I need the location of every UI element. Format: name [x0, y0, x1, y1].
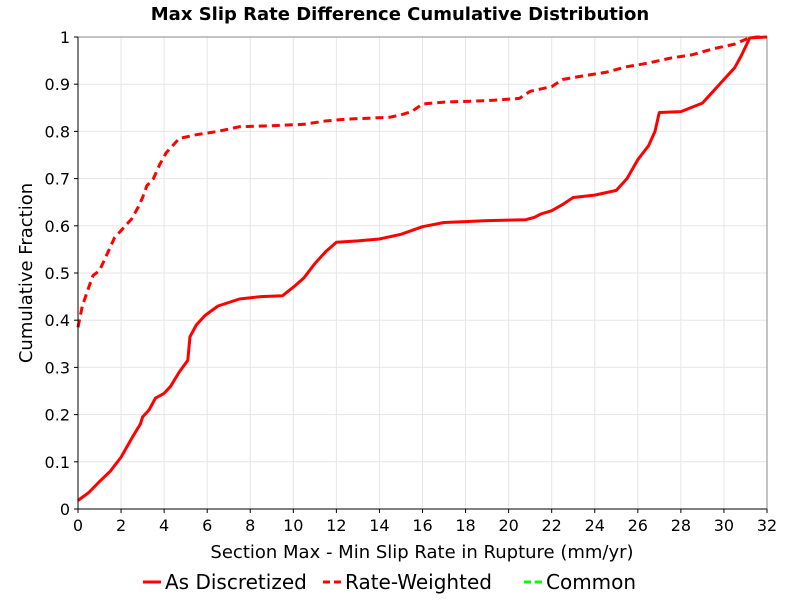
y-axis-label: Cumulative Fraction [16, 183, 37, 363]
legend-label: As Discretized [165, 570, 307, 594]
y-tick-label: 0.5 [45, 264, 70, 283]
legend-label: Rate-Weighted [345, 570, 492, 594]
y-tick-label: 0.6 [45, 217, 70, 236]
series-lines [76, 35, 768, 502]
y-tick-label: 0.3 [45, 358, 70, 377]
chart-title: Max Slip Rate Difference Cumulative Dist… [151, 4, 649, 25]
x-tick-label: 14 [369, 516, 389, 535]
x-tick-label: 0 [73, 516, 83, 535]
x-tick-label: 18 [455, 516, 475, 535]
x-tick-label: 28 [671, 516, 691, 535]
y-tick-label: 0 [60, 500, 70, 519]
series-line-as-discretized [77, 35, 768, 502]
x-axis-ticks: 0 2 4 6 8 10 12 14 16 18 20 22 24 26 28 30 32 [73, 509, 777, 535]
x-tick-label: 4 [159, 516, 169, 535]
x-tick-label: 8 [245, 516, 255, 535]
x-axis-label: Section Max - Min Slip Rate in Rupture (… [210, 542, 633, 563]
x-tick-label: 26 [628, 516, 648, 535]
y-tick-label: 0.8 [45, 122, 70, 141]
grid-lines [77, 36, 768, 510]
y-tick-label: 0.7 [45, 170, 70, 189]
x-tick-label: 22 [542, 516, 562, 535]
y-tick-label: 0.2 [45, 406, 70, 425]
x-tick-label: 30 [714, 516, 734, 535]
y-axis-ticks: 0 0.1 0.2 0.3 0.4 0.5 0.6 0.7 0.8 0.9 1 [45, 28, 78, 519]
y-tick-label: 0.9 [45, 75, 70, 94]
x-tick-label: 16 [412, 516, 432, 535]
x-tick-label: 24 [585, 516, 605, 535]
legend: As Discretized Rate-Weighted Common [143, 570, 636, 594]
x-tick-label: 12 [326, 516, 346, 535]
x-tick-label: 2 [116, 516, 126, 535]
x-tick-label: 20 [498, 516, 518, 535]
x-tick-label: 6 [202, 516, 212, 535]
y-tick-label: 1 [60, 28, 70, 47]
y-tick-label: 0.4 [45, 311, 70, 330]
x-tick-label: 10 [283, 516, 303, 535]
y-tick-label: 0.1 [45, 453, 70, 472]
x-tick-label: 32 [757, 516, 777, 535]
legend-label: Common [546, 570, 636, 594]
